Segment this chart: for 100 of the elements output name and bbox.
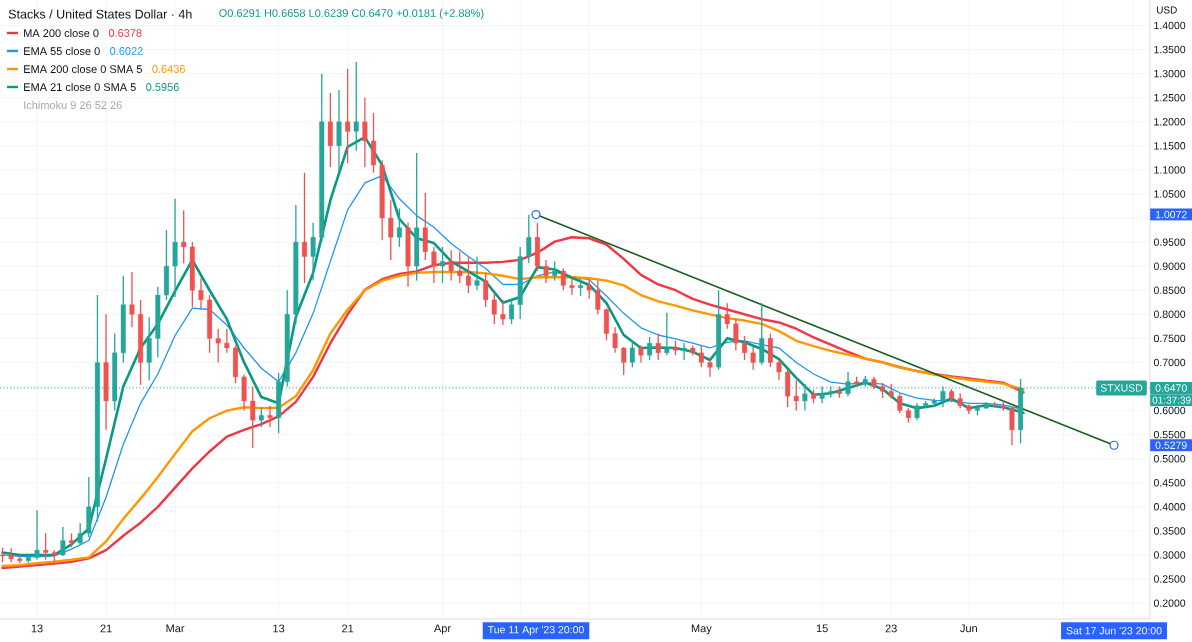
y-tick-label: 0.4000 — [1153, 503, 1186, 511]
y-tick-label: 0.2500 — [1153, 575, 1186, 583]
y-tick-label: 1.1500 — [1154, 142, 1186, 150]
candlestick — [595, 279, 601, 315]
y-tick-label: 1.3000 — [1154, 69, 1186, 78]
candlestick — [612, 326, 618, 354]
candlestick — [664, 312, 670, 356]
legend-label: EMA 21 close 0 SMA 5 — [24, 82, 136, 92]
candlestick — [474, 255, 480, 291]
y-tick-label: 0.5500 — [1153, 430, 1186, 439]
legend-label: MA 200 close 0 — [24, 28, 99, 38]
text: Sat 17 Jun '23 20:00 — [1066, 626, 1162, 635]
candlestick — [310, 222, 316, 282]
text: 0.6470 — [1155, 384, 1187, 392]
candlestick — [897, 392, 903, 414]
candlestick — [465, 255, 471, 294]
candlestick — [345, 68, 351, 164]
y-tick-label: 0.5000 — [1153, 454, 1186, 463]
x-tick-label: 23 — [885, 624, 897, 633]
legend-label: EMA 200 close 0 SMA 5 — [24, 64, 142, 74]
y-tick-label: 1.1000 — [1154, 166, 1186, 174]
y-tick-label: 1.2000 — [1154, 118, 1186, 126]
candlestick — [586, 278, 592, 300]
y-tick-label: 1.3500 — [1154, 45, 1186, 54]
candlestick — [440, 246, 446, 284]
candlestick — [647, 336, 653, 361]
candlestick — [353, 61, 359, 152]
candlestick — [681, 342, 687, 361]
x-tick-label: Jun — [960, 624, 977, 633]
y-tick-label: 0.8000 — [1153, 310, 1186, 319]
candlestick — [43, 532, 49, 561]
y-tick-label: 0.4500 — [1153, 479, 1186, 487]
candlestick — [500, 299, 506, 326]
x-tick-label: Apr — [433, 624, 451, 635]
x-tick-label: 21 — [100, 624, 112, 633]
candlestick — [509, 299, 515, 325]
x-tick-label: 13 — [273, 624, 285, 633]
candlestick — [129, 271, 135, 328]
candlestick — [60, 526, 66, 557]
y-tick-label: 1.0500 — [1154, 190, 1186, 198]
candlestick — [34, 509, 40, 561]
candlestick — [258, 406, 264, 428]
candlestick — [707, 359, 713, 378]
text: 0.5279 — [1155, 441, 1187, 449]
candlestick — [698, 344, 704, 368]
y-tick-label: 0.2000 — [1153, 599, 1186, 607]
candlestick — [457, 251, 463, 284]
candlestick — [629, 339, 635, 368]
x-tick-label: 15 — [816, 624, 828, 633]
candlestick — [181, 209, 187, 264]
annotation: 0.6378 — [108, 29, 142, 37]
candlestick — [724, 302, 730, 330]
text: 01:37:39 — [1152, 396, 1191, 404]
candlestick — [569, 276, 575, 296]
candlestick — [543, 259, 549, 284]
x-tick-label: May — [691, 624, 712, 635]
candlestick — [224, 328, 230, 354]
candlestick — [483, 272, 489, 308]
candlestick — [750, 346, 756, 371]
candlestick — [267, 405, 273, 428]
y-tick-label: 0.7000 — [1153, 358, 1186, 367]
x-tick-label: Mar — [166, 624, 185, 633]
annotation: 0.6022 — [110, 47, 143, 55]
candlestick — [742, 335, 747, 361]
y-tick-label: 1.4000 — [1154, 21, 1186, 30]
candlestick — [793, 379, 799, 412]
y-tick-label: 0.3500 — [1153, 527, 1186, 535]
candlestick — [1009, 406, 1015, 446]
y-tick-label: 0.6000 — [1153, 406, 1186, 415]
y-axis-title: USD — [1156, 6, 1177, 14]
candlestick — [733, 318, 739, 352]
candlestick — [526, 214, 532, 264]
annotation: 0.6436 — [152, 65, 185, 73]
text: 1.0072 — [1155, 210, 1187, 219]
candlestick — [560, 267, 566, 291]
y-tick-label: 0.3000 — [1153, 551, 1186, 559]
candlestick — [396, 207, 402, 248]
candlestick — [621, 346, 627, 376]
annotation: O0.6291 H0.6658 L0.6239 C0.6470 +0.0181 (+2.88%) — [219, 8, 484, 20]
text: Tue 11 Apr '23 20:00 — [487, 625, 584, 636]
candlestick — [655, 332, 661, 361]
legend-label: EMA 55 close 0 — [24, 46, 100, 56]
y-tick-label: 0.8500 — [1153, 286, 1186, 294]
text: Stacks / United States Dollar · 4h — [8, 9, 192, 19]
x-tick-label: 13 — [31, 624, 43, 633]
y-tick-label: 0.7500 — [1153, 334, 1186, 343]
annotation: 0.5956 — [146, 83, 179, 91]
candlestick — [250, 385, 256, 449]
ref-line-label: STXUSD — [1100, 384, 1143, 392]
candlestick — [431, 246, 437, 284]
y-tick-label: 1.2500 — [1154, 93, 1186, 102]
candlestick — [388, 199, 394, 261]
candlestick — [362, 97, 368, 168]
y-tick-label: 0.9500 — [1153, 238, 1186, 246]
candlestick — [552, 260, 558, 282]
candlestick — [776, 359, 782, 381]
candlestick — [491, 292, 497, 325]
candlestick — [448, 249, 454, 282]
y-tick-label: 0.9000 — [1153, 262, 1186, 270]
candlestick — [215, 328, 221, 364]
